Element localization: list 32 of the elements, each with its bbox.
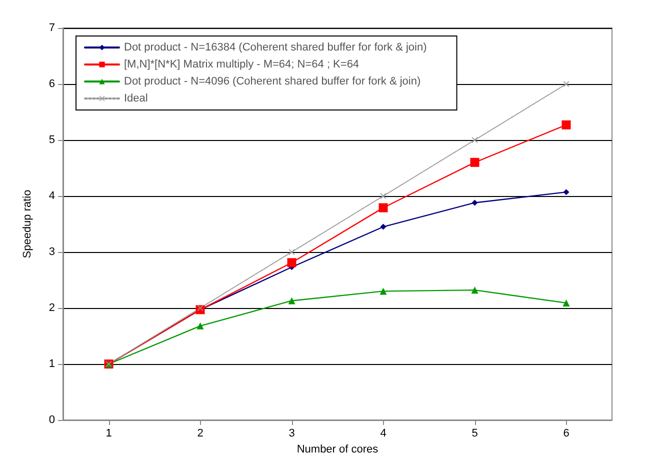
x-tick-label: 2 (197, 428, 204, 440)
x-tick-label: 1 (106, 428, 112, 440)
point (472, 200, 478, 206)
point (470, 158, 480, 167)
legend-label: Ideal (124, 92, 148, 104)
y-axis-title: Speedup ratio (22, 190, 34, 258)
legend-label: Dot product - N=4096 (Coherent shared buffer for fork & join) (124, 76, 421, 88)
x-tick-label: 3 (288, 428, 295, 440)
y-tick-label: 3 (48, 246, 55, 258)
y-tick-label: 7 (48, 22, 55, 34)
point (563, 189, 570, 196)
y-tick-label: 4 (48, 190, 55, 202)
legend-label: Dot product - N=16384 (Coherent shared buffer for fork & join) (124, 42, 427, 54)
point (196, 322, 204, 330)
point (287, 258, 296, 268)
point (380, 288, 387, 295)
x-axis-title: Number of cores (296, 443, 379, 456)
y-tick-label: 1 (48, 358, 55, 370)
x-tick-label: 5 (472, 428, 478, 440)
legend-label: [M,N]*[N*K] Matrix multiply - M=64; N=64 ; K=64 (124, 58, 360, 70)
point (288, 297, 296, 304)
y-tick-label: 6 (48, 78, 55, 90)
point (562, 120, 571, 130)
point (380, 224, 386, 230)
point (471, 286, 478, 294)
y-tick-label: 5 (48, 134, 55, 146)
y-tick-label: 0 (48, 414, 55, 426)
x-tick-label: 4 (380, 428, 386, 440)
y-tick-label: 2 (48, 302, 55, 314)
point (562, 299, 570, 306)
point (378, 203, 388, 212)
x-tick-label: 6 (563, 428, 570, 440)
